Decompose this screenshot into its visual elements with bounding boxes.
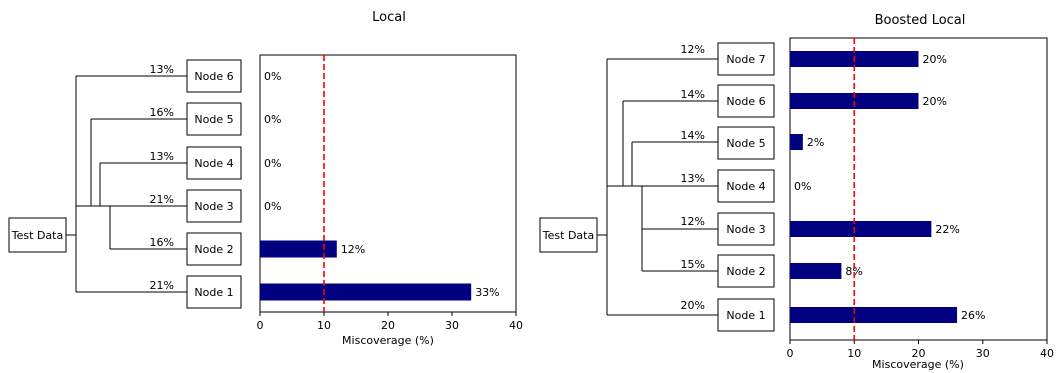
bars: 20% 20% 2% 0% 22% 8% 26% xyxy=(790,38,986,340)
node-box-1: Node 6 xyxy=(186,59,242,93)
node-label: Node 4 xyxy=(194,157,233,170)
x-tick-label: 30 xyxy=(976,347,990,360)
node-label: Node 5 xyxy=(194,113,233,126)
root-node: Test Data xyxy=(8,217,67,253)
branch-label: 13% xyxy=(150,63,174,76)
node-box-3: Node 5 xyxy=(717,126,775,160)
node-label: Node 7 xyxy=(726,53,765,66)
value-label: 0% xyxy=(264,70,281,83)
x-axis-label: Miscoverage (%) xyxy=(342,334,434,347)
value-label: 0% xyxy=(264,113,281,126)
branch-label: 16% xyxy=(150,236,174,249)
node-label: Node 6 xyxy=(726,95,765,108)
bar xyxy=(790,263,842,279)
value-label: 12% xyxy=(341,243,365,256)
node-box-4: Node 4 xyxy=(717,169,775,203)
root-label: Test Data xyxy=(11,229,63,242)
branch-label: 14% xyxy=(681,129,705,142)
value-label: 20% xyxy=(923,53,947,66)
bar xyxy=(790,221,932,237)
branch-label: 12% xyxy=(681,215,705,228)
node-box-4: Node 3 xyxy=(186,189,242,223)
plot-area xyxy=(789,37,1048,341)
plot-area xyxy=(259,54,517,313)
panel-local: Local Test Data Node 6 Node 5 Node 4 xyxy=(8,10,523,347)
node-box-2: Node 6 xyxy=(717,84,775,118)
bar xyxy=(260,240,337,258)
branch-label: 14% xyxy=(681,88,705,101)
value-label: 0% xyxy=(794,180,811,193)
branch-label: 15% xyxy=(681,258,705,271)
node-box-3: Node 4 xyxy=(186,146,242,180)
node-box-6: Node 2 xyxy=(717,254,775,288)
chart-title: Local xyxy=(372,10,406,25)
root-node: Test Data xyxy=(539,217,598,253)
x-axis: 0 10 20 30 40 xyxy=(257,312,523,332)
root-label: Test Data xyxy=(542,229,594,242)
value-label: 26% xyxy=(961,309,985,322)
x-tick-label: 40 xyxy=(1040,347,1054,360)
node-label: Node 6 xyxy=(194,70,233,83)
node-label: Node 5 xyxy=(726,137,765,150)
node-label: Node 1 xyxy=(194,286,233,299)
x-tick-label: 20 xyxy=(912,347,926,360)
node-label: Node 2 xyxy=(194,243,233,256)
branch-label: 21% xyxy=(150,193,174,206)
node-label: Node 3 xyxy=(726,223,765,236)
x-axis: 0 10 20 30 40 xyxy=(787,340,1054,360)
node-box-7: Node 1 xyxy=(717,298,775,332)
x-tick-label: 20 xyxy=(381,319,395,332)
node-label: Node 3 xyxy=(194,200,233,213)
value-label: 0% xyxy=(264,157,281,170)
node-box-5: Node 3 xyxy=(717,212,775,246)
dendrogram xyxy=(597,58,718,316)
node-box-5: Node 2 xyxy=(186,232,242,266)
value-label: 2% xyxy=(807,136,824,149)
bar xyxy=(260,283,472,301)
branch-label: 16% xyxy=(150,106,174,119)
x-tick-label: 0 xyxy=(787,347,794,360)
x-tick-label: 10 xyxy=(317,319,331,332)
node-label: Node 2 xyxy=(726,265,765,278)
bars: 0% 0% 0% 0% 12% 33% xyxy=(260,55,500,312)
branch-label: 12% xyxy=(681,43,705,56)
bar xyxy=(790,134,803,150)
node-box-6: Node 1 xyxy=(186,275,242,309)
x-tick-label: 40 xyxy=(509,319,523,332)
x-axis-label: Miscoverage (%) xyxy=(872,358,964,371)
x-tick-label: 30 xyxy=(445,319,459,332)
node-box-1: Node 7 xyxy=(717,42,775,76)
node-box-2: Node 5 xyxy=(186,102,242,136)
panel-boosted-local: Boosted Local Test Data Node 7 Node xyxy=(539,13,1054,371)
value-label: 22% xyxy=(935,223,959,236)
dendrogram xyxy=(66,75,187,293)
chart-title: Boosted Local xyxy=(875,13,966,28)
value-label: 33% xyxy=(475,286,499,299)
value-label: 8% xyxy=(845,265,862,278)
branch-label: 13% xyxy=(150,150,174,163)
value-label: 0% xyxy=(264,200,281,213)
value-label: 20% xyxy=(923,95,947,108)
node-label: Node 1 xyxy=(726,309,765,322)
branch-label: 13% xyxy=(681,172,705,185)
branch-label: 21% xyxy=(150,279,174,292)
bar xyxy=(790,307,958,323)
branch-label: 20% xyxy=(681,299,705,312)
x-tick-label: 0 xyxy=(257,319,264,332)
node-label: Node 4 xyxy=(726,180,765,193)
x-tick-label: 10 xyxy=(847,347,861,360)
